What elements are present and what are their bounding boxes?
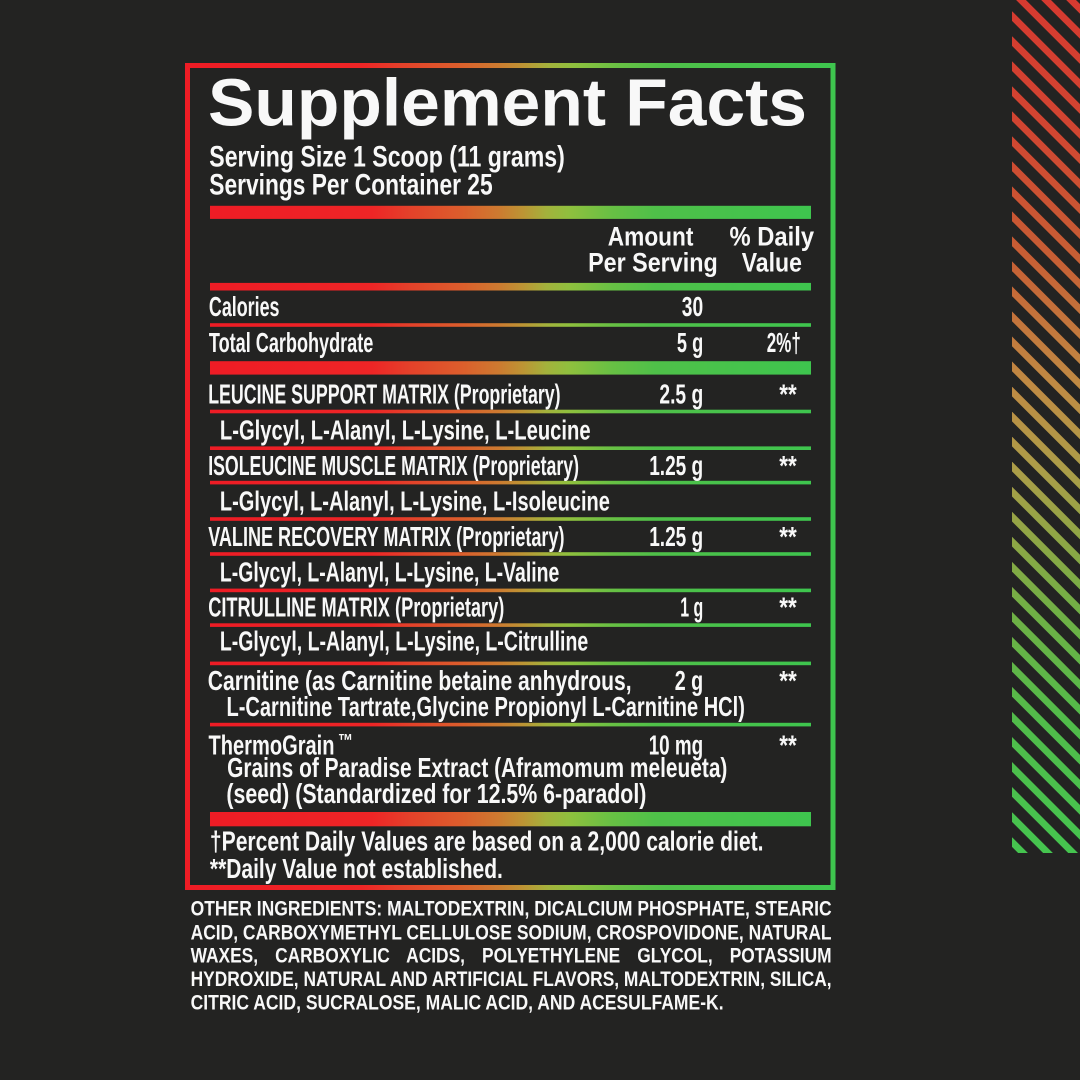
svg-text:Servings Per Container 25: Servings Per Container 25 [209, 168, 492, 201]
svg-text:L-Glycyl, L-Alanyl, L-Lysine,: L-Glycyl, L-Alanyl, L-Lysine, L-Valine [220, 556, 559, 587]
svg-text:1 g: 1 g [680, 592, 703, 623]
svg-text:WAXES, CARBOXYLIC ACIDS, POLYE: WAXES, CARBOXYLIC ACIDS, POLYETHYLENE GL… [191, 942, 832, 967]
svg-text:2 g: 2 g [675, 665, 704, 696]
svg-text:Serving Size 1 Scoop (11 grams: Serving Size 1 Scoop (11 grams) [209, 141, 565, 174]
svg-text:HYDROXIDE, NATURAL AND ARTIFIC: HYDROXIDE, NATURAL AND ARTIFICIAL FLAVOR… [191, 966, 832, 991]
svg-text:**: ** [779, 379, 797, 410]
svg-text:CITRIC ACID, SUCRALOSE, MALIC: CITRIC ACID, SUCRALOSE, MALIC ACID, AND … [191, 990, 724, 1015]
svg-text:Carnitine (as Carnitine betain: Carnitine (as Carnitine betaine anhydrou… [208, 665, 632, 696]
svg-text:ThermoGrain: ThermoGrain [209, 730, 335, 761]
svg-text:L-Glycyl, L-Alanyl, L-Lysine,: L-Glycyl, L-Alanyl, L-Lysine, L-Citrulli… [220, 626, 588, 657]
svg-text:**: ** [779, 665, 797, 696]
svg-text:% Daily: % Daily [730, 222, 815, 252]
svg-text:OTHER INGREDIENTS: MALTODEXTRI: OTHER INGREDIENTS: MALTODEXTRIN, DICALCI… [191, 896, 832, 921]
svg-text:L-Carnitine Tartrate,Glycine P: L-Carnitine Tartrate,Glycine Propionyl L… [227, 691, 745, 722]
svg-text:Amount: Amount [608, 222, 694, 252]
svg-text:LEUCINE SUPPORT MATRIX (Propri: LEUCINE SUPPORT MATRIX (Proprietary) [208, 379, 560, 410]
svg-text:ISOLEUCINE MUSCLE MATRIX (Prop: ISOLEUCINE MUSCLE MATRIX (Proprietary) [208, 450, 579, 481]
svg-text:(seed) (Standardized for 12.5%: (seed) (Standardized for 12.5% 6-paradol… [226, 778, 646, 809]
svg-text:10 mg: 10 mg [649, 730, 704, 761]
svg-text:L-Glycyl, L-Alanyl, L-Lysine,: L-Glycyl, L-Alanyl, L-Lysine, L-Isoleuci… [220, 485, 610, 516]
svg-text:†Percent Daily Values are base: †Percent Daily Values are based on a 2,0… [210, 826, 764, 857]
svg-text:CITRULLINE MATRIX (Proprietary: CITRULLINE MATRIX (Proprietary) [208, 592, 504, 623]
svg-text:ACID, CARBOXYMETHYL CELLULOSE: ACID, CARBOXYMETHYL CELLULOSE SODIUM, CR… [191, 919, 832, 944]
svg-text:VALINE RECOVERY MATRIX (Propri: VALINE RECOVERY MATRIX (Proprietary) [208, 521, 564, 552]
svg-text:Value: Value [742, 248, 802, 278]
svg-text:Total Carbohydrate: Total Carbohydrate [209, 327, 373, 358]
svg-text:Grains of Paradise Extract (Af: Grains of Paradise Extract (Aframomum me… [227, 752, 727, 783]
svg-text:1.25 g: 1.25 g [649, 450, 703, 481]
svg-text:L-Glycyl, L-Alanyl, L-Lysine,: L-Glycyl, L-Alanyl, L-Lysine, L-Leucine [220, 414, 591, 445]
svg-text:5 g: 5 g [677, 327, 703, 358]
svg-text:2.5 g: 2.5 g [659, 379, 703, 410]
svg-text:**: ** [779, 730, 797, 761]
svg-text:1.25 g: 1.25 g [649, 521, 703, 552]
svg-text:**: ** [779, 521, 797, 552]
svg-text:2%†: 2%† [767, 327, 801, 358]
svg-text:Supplement Facts: Supplement Facts [208, 67, 807, 141]
svg-text:**: ** [779, 450, 797, 481]
svg-text:Per Serving: Per Serving [588, 248, 718, 278]
svg-text:Calories: Calories [209, 291, 280, 322]
svg-text:™: ™ [338, 731, 353, 752]
svg-text:30: 30 [682, 291, 703, 322]
svg-text:**Daily Value not established.: **Daily Value not established. [210, 853, 503, 884]
svg-text:**: ** [779, 592, 797, 623]
